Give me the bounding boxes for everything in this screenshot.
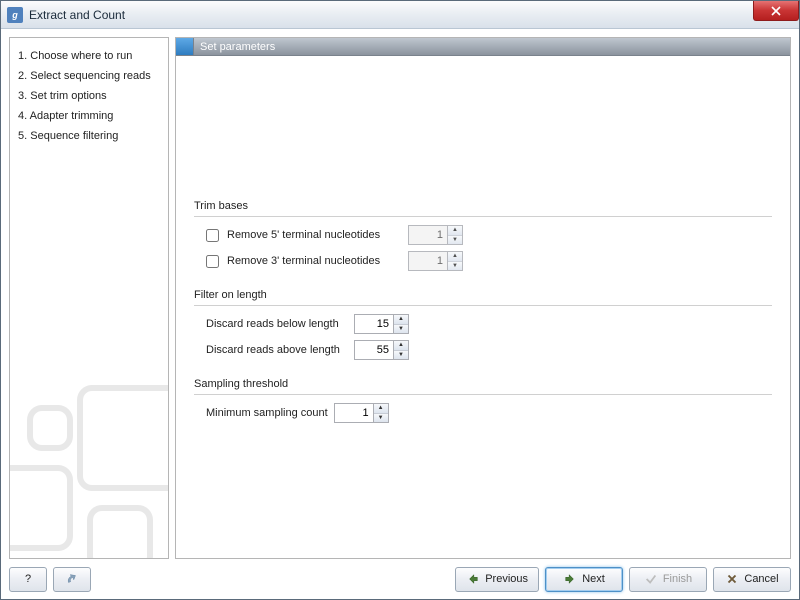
decorative-squares — [9, 348, 169, 559]
dialog-footer: ? Previous Next Finish Cancel — [1, 559, 799, 599]
label-discard-above: Discard reads above length — [206, 344, 348, 356]
spinner-discard-below: ▲ ▼ — [354, 314, 409, 334]
step-label: Select sequencing reads — [30, 70, 150, 82]
input-remove-3prime — [409, 252, 447, 270]
spin-up-below[interactable]: ▲ — [394, 315, 408, 325]
row-discard-above: Discard reads above length ▲ ▼ — [206, 340, 772, 360]
step-label: Choose where to run — [30, 50, 132, 62]
arrow-right-icon — [563, 572, 577, 586]
wizard-step-5[interactable]: 5. Sequence filtering — [14, 126, 164, 146]
spinner-discard-above: ▲ ▼ — [354, 340, 409, 360]
step-label: Sequence filtering — [30, 130, 118, 142]
wizard-step-3[interactable]: 3. Set trim options — [14, 86, 164, 106]
reset-icon — [65, 572, 79, 586]
step-num: 5. — [18, 130, 27, 142]
spin-up-above[interactable]: ▲ — [394, 341, 408, 351]
step-num: 1. — [18, 50, 27, 62]
window-title: Extract and Count — [29, 8, 125, 22]
group-trim-bases: Trim bases Remove 5' terminal nucleotide… — [194, 200, 772, 271]
previous-label: Previous — [485, 573, 528, 585]
spinner-remove-3prime: ▲ ▼ — [408, 251, 463, 271]
help-button[interactable]: ? — [9, 567, 47, 592]
cancel-icon — [725, 572, 739, 586]
arrow-left-icon — [466, 572, 480, 586]
input-min-sampling[interactable] — [335, 404, 373, 422]
wizard-step-2[interactable]: 2. Select sequencing reads — [14, 66, 164, 86]
finish-label: Finish — [663, 573, 692, 585]
group-title-trim: Trim bases — [194, 200, 772, 212]
label-min-sampling: Minimum sampling count — [206, 407, 328, 419]
titlebar: g Extract and Count — [1, 1, 799, 29]
next-label: Next — [582, 573, 605, 585]
spin-up-5prime[interactable]: ▲ — [448, 226, 462, 236]
step-label: Adapter trimming — [30, 110, 114, 122]
row-min-sampling: Minimum sampling count ▲ ▼ — [206, 403, 772, 423]
row-remove-5prime: Remove 5' terminal nucleotides ▲ ▼ — [206, 225, 772, 245]
finish-button[interactable]: Finish — [629, 567, 707, 592]
previous-button[interactable]: Previous — [455, 567, 539, 592]
group-body-filter: Discard reads below length ▲ ▼ Discard r… — [194, 305, 772, 360]
panel-header-accent — [176, 38, 194, 55]
spin-up-min[interactable]: ▲ — [374, 404, 388, 414]
group-title-sampling: Sampling threshold — [194, 378, 772, 390]
group-body-sampling: Minimum sampling count ▲ ▼ — [194, 394, 772, 423]
spin-up-3prime[interactable]: ▲ — [448, 252, 462, 262]
close-button[interactable] — [753, 1, 799, 21]
cancel-button[interactable]: Cancel — [713, 567, 791, 592]
label-remove-3prime: Remove 3' terminal nucleotides — [227, 255, 402, 267]
main-panel: Set parameters Trim bases Remove 5' term… — [175, 37, 791, 559]
spin-down-3prime[interactable]: ▼ — [448, 262, 462, 271]
check-icon — [644, 572, 658, 586]
row-discard-below: Discard reads below length ▲ ▼ — [206, 314, 772, 334]
step-label: Set trim options — [30, 90, 106, 102]
spin-down-below[interactable]: ▼ — [394, 325, 408, 334]
step-num: 3. — [18, 90, 27, 102]
help-icon: ? — [25, 573, 31, 585]
spin-down-above[interactable]: ▼ — [394, 351, 408, 360]
step-num: 4. — [18, 110, 27, 122]
close-icon — [771, 6, 781, 16]
spin-down-5prime[interactable]: ▼ — [448, 236, 462, 245]
app-icon: g — [7, 7, 23, 23]
row-remove-3prime: Remove 3' terminal nucleotides ▲ ▼ — [206, 251, 772, 271]
dialog-window: g Extract and Count 1. Choose where to r… — [0, 0, 800, 600]
spinner-remove-5prime: ▲ ▼ — [408, 225, 463, 245]
input-discard-below[interactable] — [355, 315, 393, 333]
reset-button[interactable] — [53, 567, 91, 592]
input-discard-above[interactable] — [355, 341, 393, 359]
input-remove-5prime — [409, 226, 447, 244]
label-discard-below: Discard reads below length — [206, 318, 348, 330]
panel-header: Set parameters — [176, 38, 790, 56]
panel-content: Trim bases Remove 5' terminal nucleotide… — [176, 56, 790, 558]
group-title-filter: Filter on length — [194, 289, 772, 301]
wizard-step-1[interactable]: 1. Choose where to run — [14, 46, 164, 66]
wizard-sidebar: 1. Choose where to run 2. Select sequenc… — [9, 37, 169, 559]
dialog-body: 1. Choose where to run 2. Select sequenc… — [1, 29, 799, 559]
label-remove-5prime: Remove 5' terminal nucleotides — [227, 229, 402, 241]
checkbox-remove-5prime[interactable] — [206, 229, 219, 242]
spin-down-min[interactable]: ▼ — [374, 414, 388, 423]
group-sampling: Sampling threshold Minimum sampling coun… — [194, 378, 772, 423]
cancel-label: Cancel — [744, 573, 778, 585]
spinner-min-sampling: ▲ ▼ — [334, 403, 389, 423]
group-body-trim: Remove 5' terminal nucleotides ▲ ▼ — [194, 216, 772, 271]
next-button[interactable]: Next — [545, 567, 623, 592]
panel-title: Set parameters — [200, 41, 275, 53]
group-filter-length: Filter on length Discard reads below len… — [194, 289, 772, 360]
checkbox-remove-3prime[interactable] — [206, 255, 219, 268]
step-num: 2. — [18, 70, 27, 82]
wizard-step-4[interactable]: 4. Adapter trimming — [14, 106, 164, 126]
